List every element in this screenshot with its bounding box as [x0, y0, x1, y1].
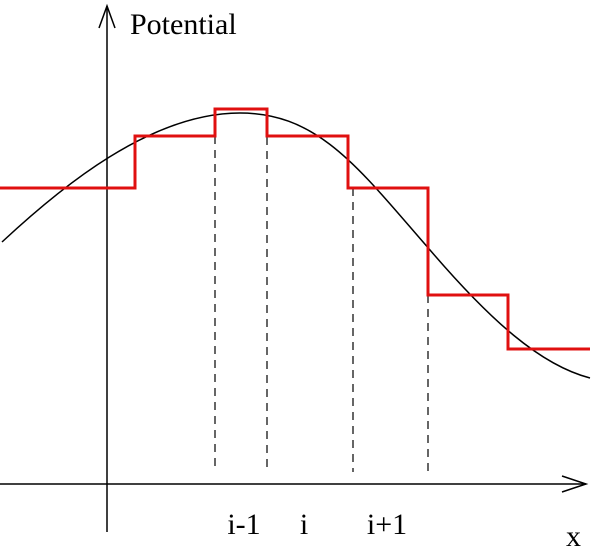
cell-label: i-1 [227, 508, 260, 541]
cell-label: i [300, 508, 308, 541]
y-axis-arrow [98, 3, 116, 29]
x-axis-arrow [561, 475, 589, 493]
y-axis-label: Potential [130, 8, 237, 41]
x-axis-label: x [566, 520, 581, 553]
cell-label: i+1 [367, 508, 407, 541]
potential-curve [1, 112, 591, 379]
step-potential [0, 107, 590, 351]
cell-boundaries [214, 109, 429, 472]
